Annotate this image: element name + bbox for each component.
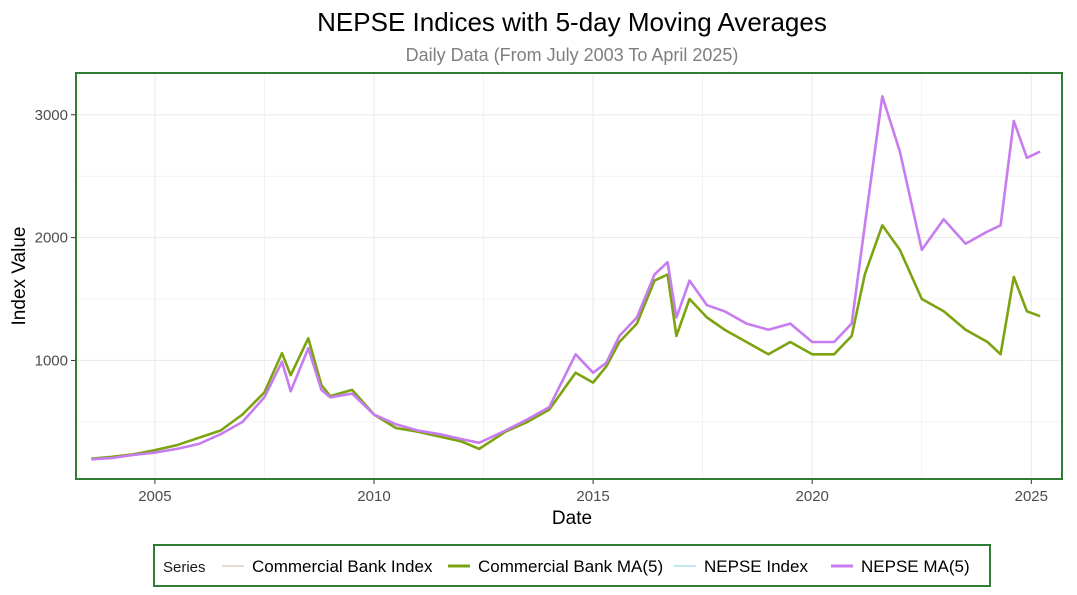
plot-panel-border (75, 72, 1063, 480)
series-line-2 (91, 224, 1041, 460)
series-lines (91, 95, 1041, 461)
axis-ticks: 2005 2010 2015 2020 2025 1000 2000 3000 (35, 107, 1048, 505)
legend-item-4: NEPSE MA(5) (831, 557, 970, 576)
legend-item-1: Commercial Bank Index (222, 557, 433, 576)
legend-title: Series (163, 559, 206, 576)
x-tick-label: 2025 (1015, 488, 1048, 505)
legend-label: NEPSE MA(5) (861, 557, 970, 576)
legend-label: NEPSE Index (704, 557, 808, 576)
x-tick-label: 2010 (357, 488, 390, 505)
legend: Series Commercial Bank Index Commercial B… (153, 544, 991, 587)
legend-item-2: Commercial Bank MA(5) (448, 557, 663, 576)
chart-title: NEPSE Indices with 5-day Moving Averages (317, 7, 827, 37)
legend-item-3: NEPSE Index (674, 557, 808, 576)
grid-lines (76, 73, 1062, 479)
x-axis-title: Date (552, 508, 592, 529)
series-line-3 (91, 95, 1041, 460)
y-tick-label: 2000 (35, 230, 68, 247)
x-tick-label: 2005 (138, 488, 171, 505)
y-tick-label: 3000 (35, 107, 68, 124)
legend-label: Commercial Bank Index (252, 557, 433, 576)
series-line-4 (91, 95, 1041, 461)
y-tick-label: 1000 (35, 352, 68, 369)
x-tick-label: 2020 (796, 488, 829, 505)
legend-label: Commercial Bank MA(5) (478, 557, 663, 576)
chart-subtitle: Daily Data (From July 2003 To April 2025… (406, 45, 739, 65)
x-tick-label: 2015 (576, 488, 609, 505)
series-line-1 (91, 224, 1041, 460)
y-axis-title: Index Value (9, 227, 30, 326)
